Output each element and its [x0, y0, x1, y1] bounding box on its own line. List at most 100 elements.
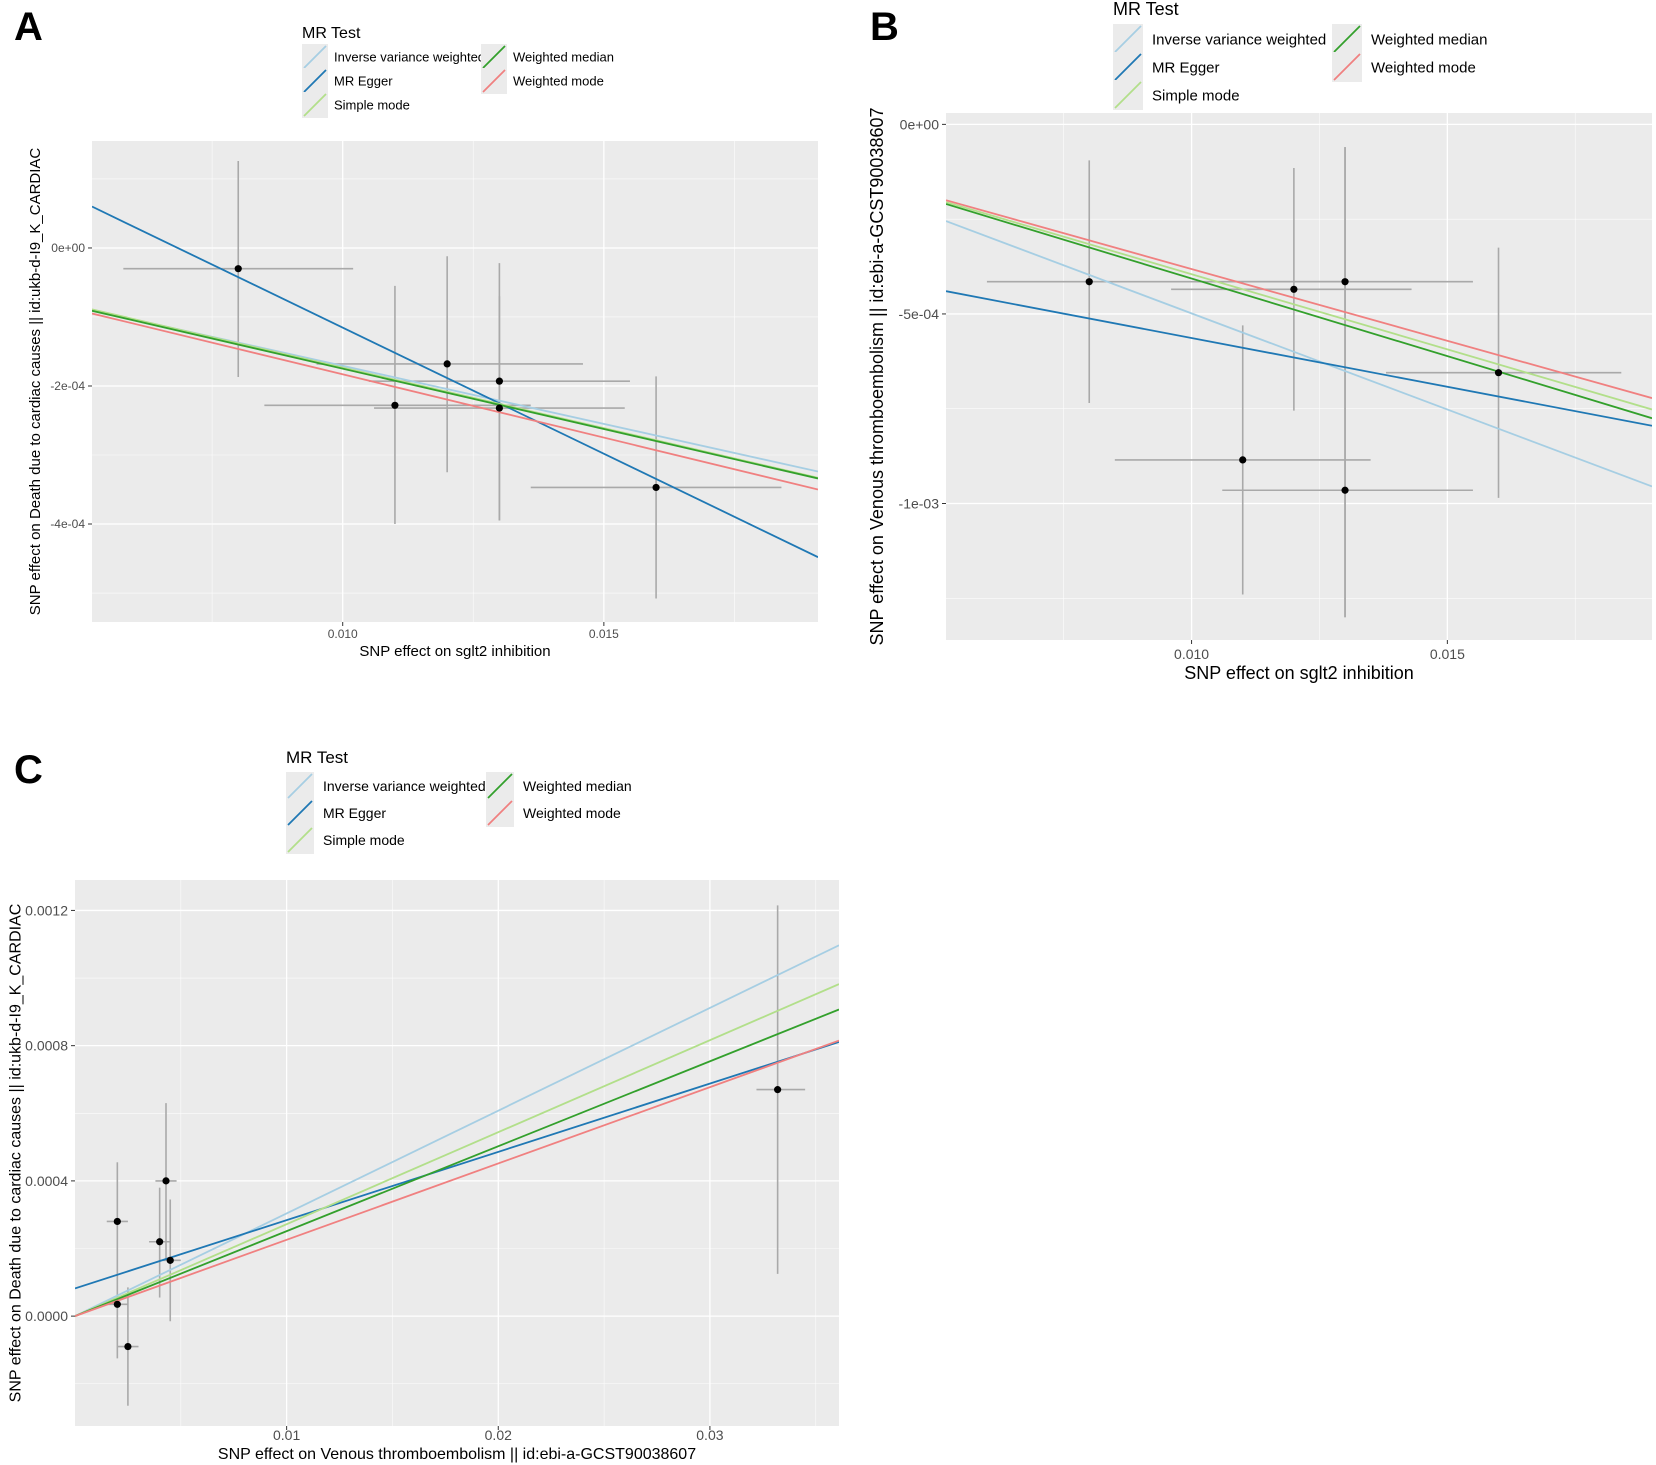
data-point [495, 377, 503, 385]
line-wmode [946, 199, 1652, 399]
line-wmedian [75, 1008, 839, 1317]
plot-content [92, 161, 818, 599]
x-axis-title: SNP effect on sglt2 inhibition [359, 643, 550, 660]
y-axis-title: SNP effect on Death due to cardiac cause… [27, 148, 44, 616]
line-wmedian [92, 309, 818, 480]
panel-letter: C [14, 748, 43, 792]
line-egger [92, 205, 818, 558]
line-simple [946, 201, 1652, 411]
panel-b: B 0.010 0.015 0e+00 -5e-04 -1e-03 SNP effect o… [867, 0, 1652, 683]
panel-letter: B [870, 5, 899, 49]
legend-label-wmode: Weighted mode [1371, 59, 1476, 76]
y-tick-label: -1e-03 [899, 495, 940, 511]
legend-label-wmedian: Weighted median [513, 50, 614, 65]
legend-swatch-simple [1114, 81, 1142, 109]
legend-label-wmedian: Weighted median [1371, 31, 1487, 48]
legend-title: MR Test [302, 25, 361, 42]
legend-swatch-egger [303, 69, 327, 93]
legend-label-wmode: Weighted mode [513, 74, 604, 89]
legend-swatch-simple [287, 827, 313, 853]
y-tick-label: 0e+00 [51, 241, 85, 255]
line-ivw [75, 944, 839, 1317]
legend-title: MR Test [286, 748, 348, 767]
legend-swatch-wmode [482, 69, 506, 93]
y-tick-label: 0e+00 [900, 116, 940, 132]
data-point [1341, 486, 1349, 494]
legend-label-egger: MR Egger [1152, 59, 1220, 76]
y-tick-label: -2e-04 [50, 379, 85, 393]
data-point [234, 265, 242, 273]
y-tick-label: -4e-04 [50, 517, 85, 531]
legend-label-egger: MR Egger [323, 805, 386, 821]
panel-a: A 0.010 0.015 0e+00 -2e-04 -4e-04 SNP effect o… [14, 5, 818, 660]
legend-label-wmode: Weighted mode [523, 805, 621, 821]
data-point [1085, 278, 1093, 286]
line-wmode [75, 1039, 839, 1317]
data-point [1494, 369, 1503, 377]
data-point [1239, 456, 1247, 464]
legend: MR Test Inverse variance weighted MR Egger… [1113, 0, 1487, 110]
y-tick-label: -5e-04 [899, 306, 940, 322]
legend: MR Test Inverse variance weighted MR Egger… [286, 748, 632, 854]
data-point [113, 1217, 121, 1226]
line-wmode [92, 312, 818, 491]
data-point [1341, 278, 1349, 286]
legend-swatch-wmode [1333, 53, 1361, 81]
data-point [652, 483, 660, 492]
legend-label-simple: Simple mode [334, 98, 410, 113]
data-point [162, 1177, 170, 1185]
legend: MR Test Inverse variance weighted MR Egger… [302, 25, 614, 118]
x-tick-label: 0.02 [485, 1427, 512, 1443]
legend-swatch-ivw [1114, 25, 1142, 53]
data-point [113, 1300, 121, 1308]
line-egger [946, 290, 1652, 427]
x-tick-label: 0.010 [1174, 646, 1209, 662]
data-point [495, 404, 503, 412]
panel-c: C 0.01 0.02 0.03 0.0000 0.0004 0.0008 0.0012 SNP… [7, 748, 839, 1463]
line-wmedian [946, 203, 1652, 420]
legend-swatch-wmedian [487, 773, 513, 799]
legend-label-simple: Simple mode [1152, 87, 1240, 104]
legend-swatch-ivw [287, 773, 313, 799]
legend-title: MR Test [1113, 0, 1179, 19]
plot-background [75, 880, 839, 1426]
legend-label-ivw: Inverse variance weighted [323, 778, 486, 794]
x-tick-label: 0.015 [589, 627, 619, 641]
data-point [443, 360, 451, 368]
x-tick-label: 0.01 [273, 1427, 300, 1443]
data-point [391, 401, 399, 409]
data-point [156, 1238, 164, 1246]
data-point [124, 1342, 132, 1351]
legend-label-wmedian: Weighted median [523, 778, 632, 794]
legend-swatch-egger [287, 800, 313, 826]
x-tick-label: 0.015 [1430, 646, 1465, 662]
y-tick-label: 0.0012 [25, 902, 68, 918]
legend-label-simple: Simple mode [323, 832, 405, 848]
y-tick-label: 0.0000 [25, 1308, 68, 1324]
data-point [166, 1256, 174, 1264]
legend-swatch-ivw [303, 45, 327, 69]
legend-label-ivw: Inverse variance weighted [334, 50, 485, 65]
line-ivw [946, 220, 1652, 488]
panel-letter: A [14, 5, 43, 49]
line-simple [75, 983, 839, 1317]
legend-swatch-wmedian [482, 45, 506, 69]
legend-label-ivw: Inverse variance weighted [1152, 31, 1326, 48]
y-axis-title: SNP effect on Venous thromboembolism || … [867, 108, 887, 646]
plot-content [75, 905, 839, 1406]
x-tick-label: 0.010 [328, 627, 358, 641]
legend-label-egger: MR Egger [334, 74, 393, 89]
legend-swatch-wmode [487, 800, 513, 826]
plot-content [946, 147, 1652, 618]
data-point [774, 1086, 782, 1094]
line-egger [75, 1041, 839, 1290]
y-tick-label: 0.0008 [25, 1038, 68, 1054]
x-tick-label: 0.03 [696, 1427, 723, 1443]
legend-swatch-egger [1114, 53, 1142, 81]
legend-swatch-simple [303, 93, 327, 117]
y-tick-label: 0.0004 [25, 1173, 68, 1189]
legend-swatch-wmedian [1333, 25, 1361, 53]
plot-background [946, 113, 1652, 640]
x-axis-title: SNP effect on Venous thromboembolism || … [218, 1446, 696, 1463]
